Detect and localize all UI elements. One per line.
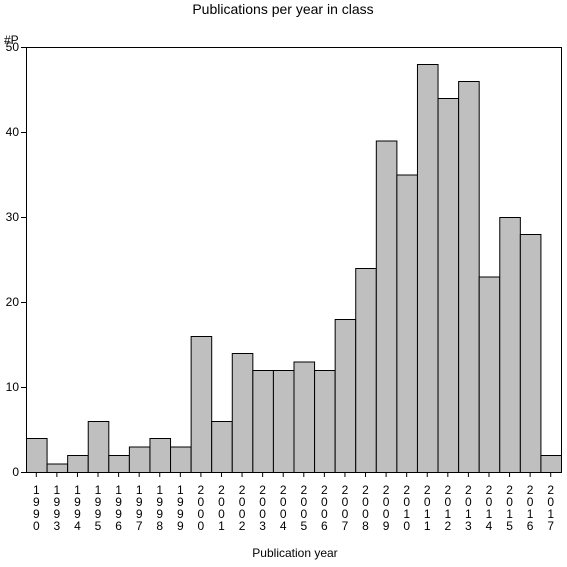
- bar-2003: [252, 370, 274, 473]
- bar-2014: [478, 276, 501, 473]
- y-tick-label: 0: [12, 465, 19, 479]
- bar-1997: [128, 446, 151, 473]
- bar-2011: [416, 64, 439, 473]
- bar-2013: [458, 81, 480, 473]
- y-axis-label: #P: [4, 33, 19, 47]
- plot-frame: [26, 47, 562, 473]
- bar-2001: [211, 421, 233, 473]
- bar-2008: [355, 268, 377, 473]
- bar-1999: [170, 446, 192, 473]
- bar-1993: [46, 463, 69, 473]
- bar-2012: [437, 98, 460, 473]
- y-tick-label: 10: [6, 380, 20, 394]
- bar-2004: [272, 370, 295, 473]
- bar-2015: [499, 217, 521, 473]
- bar-1995: [87, 421, 110, 473]
- bar-1998: [149, 438, 172, 473]
- bar-1990: [26, 438, 48, 473]
- bar-2009: [375, 140, 398, 473]
- y-tick-label: 40: [6, 125, 20, 139]
- x-axis-label: Publication year: [252, 546, 337, 560]
- chart-title: Publications per year in class: [192, 1, 373, 17]
- y-tick-label: 20: [6, 295, 20, 309]
- bar-1994: [67, 455, 89, 473]
- bar-2010: [396, 174, 418, 473]
- bar-2007: [334, 319, 357, 473]
- bar-2002: [231, 353, 254, 473]
- y-axis-ticks: 0 10 20 30 40 50: [6, 40, 26, 479]
- bar-2006: [314, 370, 336, 473]
- bar-2005: [293, 361, 316, 473]
- bar-2017: [540, 455, 562, 473]
- bar-1996: [108, 455, 130, 473]
- bar-2016: [519, 234, 542, 473]
- y-tick-label: 30: [6, 210, 20, 224]
- y-tick-label: 50: [6, 40, 20, 54]
- x-axis-ticks: 1 9 9 0 1 9 9 3 1 9 9 4 1 9 9 5 1 9 9 6 1 9 9 7 1 9 9 8 1 9 9 9 2 0 0 0 2 0 0 1…: [33, 472, 554, 533]
- bar-2000: [190, 336, 213, 473]
- bars-group: [26, 64, 562, 473]
